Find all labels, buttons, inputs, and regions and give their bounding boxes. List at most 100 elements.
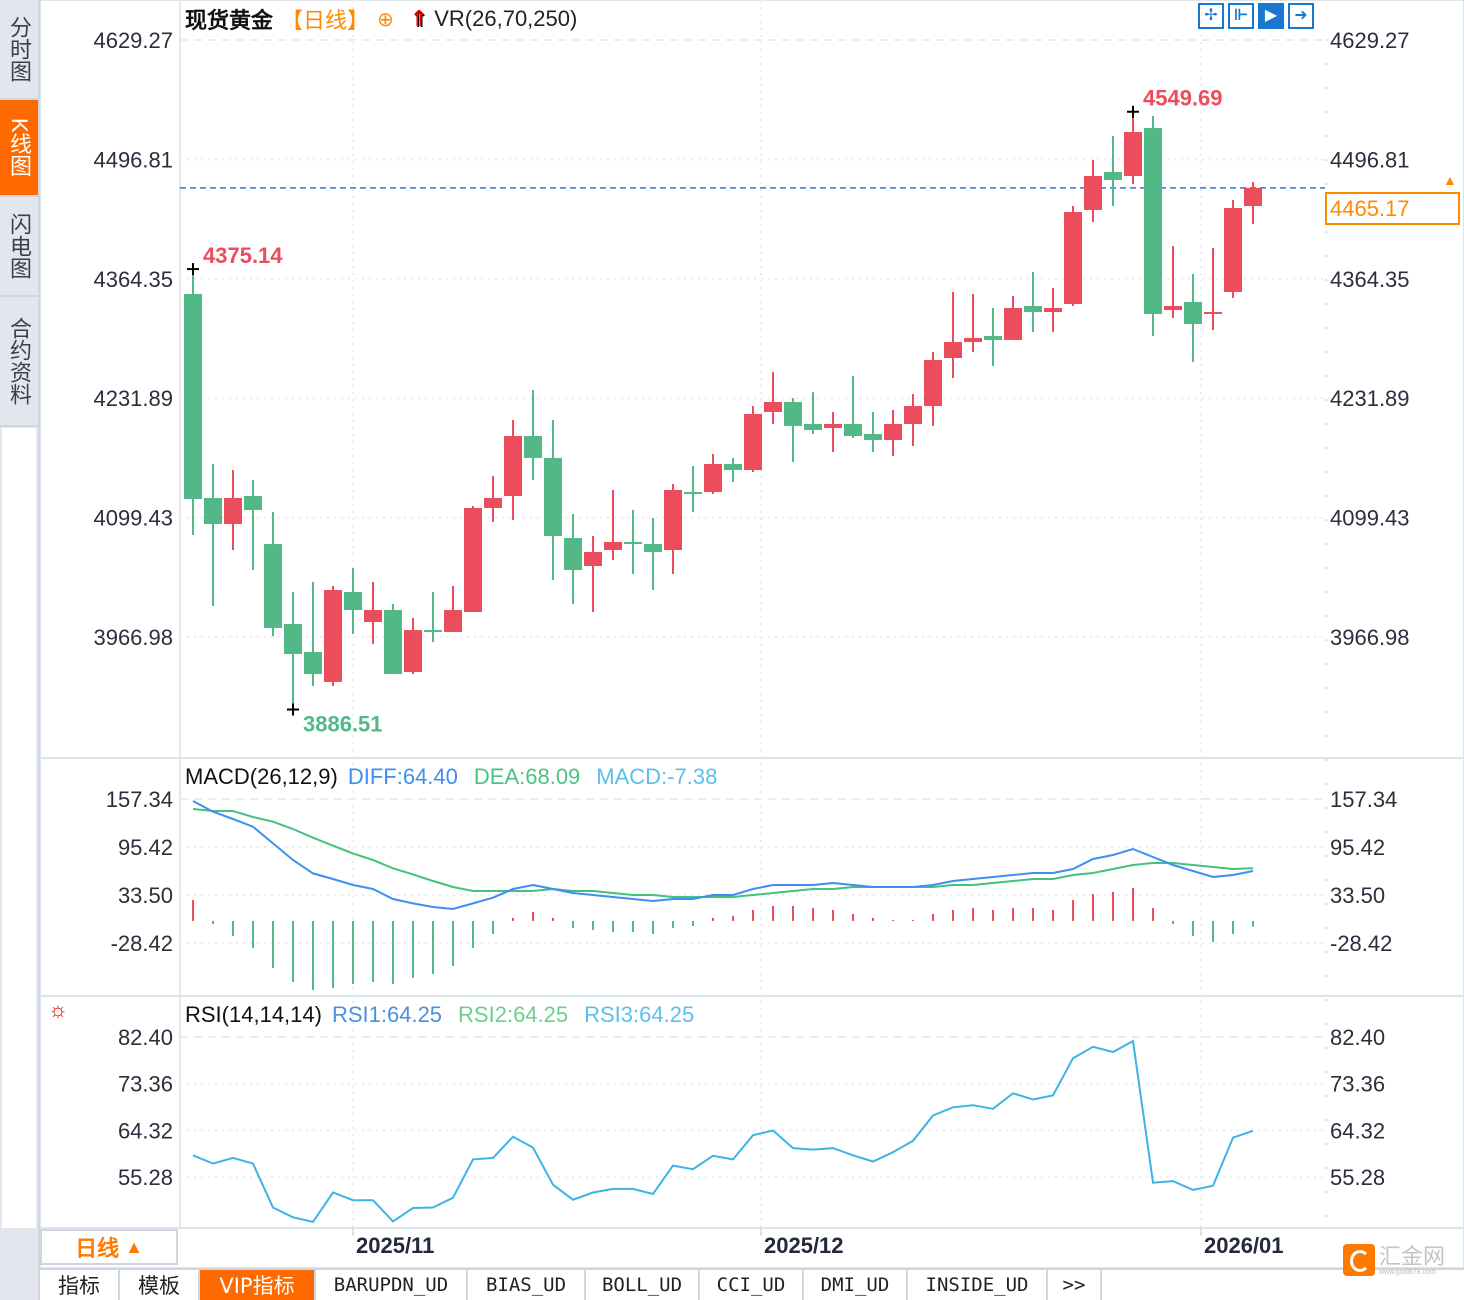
candle [384,603,402,675]
zoom-range-icon[interactable]: ⊩ [1228,3,1254,29]
date-axis-label: 2026/01 [1204,1233,1284,1258]
candle-body [964,337,982,343]
tab-templates[interactable]: 模板 [120,1270,200,1300]
logo: 汇金网 www.gold678.com [1343,1244,1445,1276]
macd-title[interactable]: MACD(26,12,9) [185,764,338,789]
candle-body [724,463,742,471]
y-axis-label-right: 4629.27 [1330,28,1410,53]
y-axis-label-right: 4496.81 [1330,147,1410,172]
candle-body [524,435,542,458]
tab-inside[interactable]: INSIDE_UD [908,1270,1048,1300]
candle [504,420,522,520]
candle [1024,271,1042,333]
y-axis-label-right: 33.50 [1330,883,1385,908]
candle [264,512,282,636]
tab-indicators[interactable]: 指标 [40,1270,120,1300]
candle [1004,295,1022,340]
play-forward-icon[interactable]: ▶ [1258,3,1284,29]
candle-body [844,423,862,436]
candle [744,406,762,473]
candle [1224,199,1242,298]
candle [304,581,322,687]
rsi2-value: RSI2:64.25 [458,1002,569,1027]
candle [224,470,242,550]
candle [944,292,962,378]
candle-body [1244,187,1262,207]
candle-body [384,610,402,675]
candle-body [1104,172,1122,180]
sun-icon[interactable]: ☼ [47,997,69,1022]
candle-body [864,433,882,441]
sidebar-tab-kline[interactable]: K线图 [0,100,38,197]
logo-mark-icon [1343,1244,1375,1276]
candle-body [564,537,582,570]
last-price-tag: 4465.17 [1325,192,1460,225]
candle-body [404,630,422,673]
last-price-arrow-icon: ▲ [1443,172,1457,188]
tab-boll[interactable]: BOLL_UD [586,1270,700,1300]
candle-body [944,342,962,358]
tab-bias[interactable]: BIAS_UD [468,1270,586,1300]
candle-body [884,423,902,441]
overlay-indicator-label[interactable]: VR(26,70,250) [434,6,578,31]
rsi-title[interactable]: RSI(14,14,14) [185,1002,322,1027]
candle [964,293,982,353]
sidebar-tab-contract-info[interactable]: 合约资料 [0,297,38,427]
candle-body [1164,305,1182,311]
y-axis-label-left: 4364.35 [93,267,173,292]
add-indicator-icon[interactable]: ⊕ [377,8,394,31]
y-axis-label-right: 157.34 [1330,787,1397,812]
y-axis-label-right: 73.36 [1330,1072,1385,1097]
candle-body [224,497,242,525]
y-axis-label-left: 33.50 [118,883,173,908]
candle-body [804,423,822,431]
scroll-to-end-icon[interactable]: ➜ [1288,3,1314,29]
crosshair-icon[interactable]: ✢ [1198,3,1224,29]
period-high-label: 4549.69 [1143,86,1223,111]
tab-cci[interactable]: CCI_UD [700,1270,804,1300]
period-selector[interactable]: 日线 ▲ [40,1229,178,1265]
sidebar-tab-label: 分时图 [7,16,32,82]
candle-body [304,652,322,675]
sidebar-tab-timeshare[interactable]: 分时图 [0,0,38,100]
date-axis-label: 2025/11 [356,1233,434,1258]
candle [1144,115,1162,336]
candle-body [704,463,722,493]
candle [704,453,722,495]
period-selector-label: 日线 [75,1236,120,1261]
candle [804,391,822,434]
y-axis-label-left: 95.42 [118,835,173,860]
macd-hist-value: MACD:-7.38 [596,764,718,789]
tab-vip-indicators[interactable]: VIP指标 [200,1270,316,1300]
tab-more[interactable]: >> [1048,1270,1102,1300]
candle-body [824,423,842,429]
candle [1184,273,1202,362]
candle [404,617,422,675]
candle [324,585,342,687]
candle [1244,182,1262,225]
candle-body [1224,207,1242,293]
red-up-arrow-icon: ⇑ [409,6,429,31]
sidebar-tab-flash[interactable]: 闪电图 [0,197,38,297]
candle-body [984,335,1002,340]
candle [604,489,622,560]
instrument-name: 现货黄金 [185,8,274,33]
tab-dmi[interactable]: DMI_UD [804,1270,908,1300]
candle [1084,160,1102,222]
candle-body [544,457,562,537]
candle [844,376,862,439]
period-label[interactable]: 【日线】 [281,8,370,33]
candle-body [1144,128,1162,314]
y-axis-label-right: 4231.89 [1330,386,1410,411]
candle-body [784,401,802,426]
candle-body [284,623,302,655]
tab-barupdn[interactable]: BARUPDN_UD [316,1270,468,1300]
candle-body [1204,312,1222,315]
chart-toolbar: ✢ ⊩ ▶ ➜ [1198,3,1314,29]
y-axis-label-left: -28.42 [111,931,173,956]
y-axis-label-left: 64.32 [118,1118,173,1143]
candle [344,568,362,634]
candle [684,465,702,513]
diff-line [192,800,1254,911]
